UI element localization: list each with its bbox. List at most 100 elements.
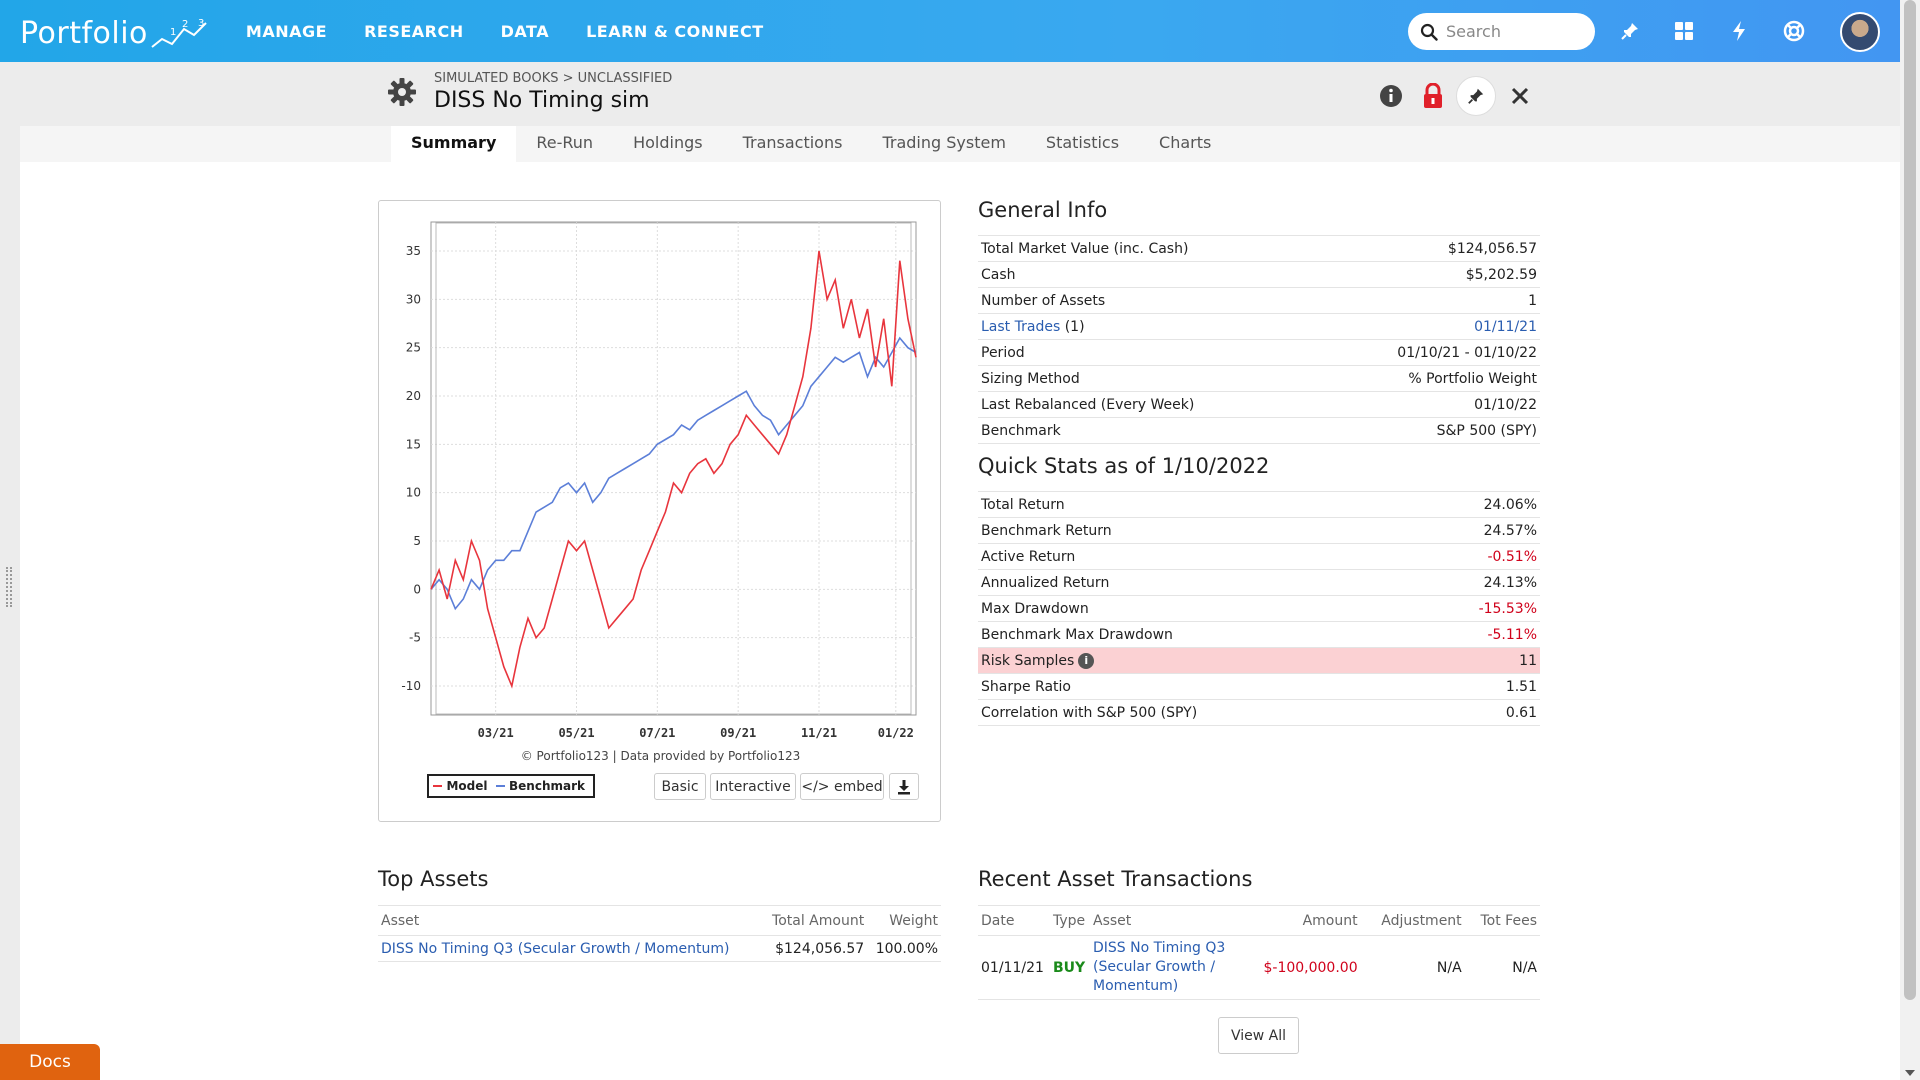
general-info-table: Total Market Value (inc. Cash) $124,056.5…	[978, 235, 1540, 444]
nav-manage[interactable]: MANAGE	[245, 21, 328, 41]
info-label: Cash	[978, 261, 1316, 288]
info-icon[interactable]	[1373, 78, 1409, 114]
performance-chart[interactable]: 35 30 25 20 15 10 5 0 -5 -10 03/21 05/21 07/21 09/21 1…	[379, 201, 942, 746]
general-info-title: General Info	[978, 198, 1108, 222]
user-avatar[interactable]	[1840, 12, 1880, 52]
risk-samples-label: Risk Samples	[981, 652, 1075, 669]
chart-download-button[interactable]	[889, 773, 919, 800]
gear-icon[interactable]	[387, 77, 417, 107]
lightning-icon[interactable]	[1725, 17, 1753, 45]
info-label: Period	[978, 339, 1316, 366]
support-lifebuoy-icon[interactable]	[1780, 17, 1808, 45]
svg-text:1: 1	[170, 27, 176, 38]
asset-amount: $124,056.57	[761, 935, 868, 962]
table-row: DISS No Timing Q3 (Secular Growth / Mome…	[378, 935, 941, 962]
col-asset: Asset	[378, 905, 762, 936]
col-tot-fees: Tot Fees	[1464, 905, 1540, 936]
page-title: DISS No Timing sim	[434, 88, 650, 113]
chart-basic-button[interactable]: Basic	[654, 773, 706, 800]
series-line-benchmark	[430, 336, 917, 611]
last-trades-link[interactable]: Last Trades	[981, 318, 1061, 335]
pin-page-icon[interactable]	[1456, 76, 1496, 116]
stat-label: Active Return	[978, 543, 1414, 570]
tab-bar: Summary Re-Run Holdings Transactions Tra…	[20, 126, 1900, 162]
info-value: 01/10/22	[1315, 391, 1540, 418]
legend-model-label: Model	[446, 779, 488, 793]
tab-summary[interactable]: Summary	[391, 126, 517, 162]
pin-icon[interactable]	[1616, 17, 1644, 45]
stat-label: Total Return	[978, 491, 1414, 518]
y-tick-label: 30	[406, 292, 421, 306]
info-value: $5,202.59	[1315, 261, 1540, 288]
asset-link[interactable]: DISS No Timing Q3 (Secular Growth / Mome…	[378, 935, 762, 962]
table-row: Benchmark S&P 500 (SPY)	[978, 417, 1540, 444]
close-icon[interactable]	[1502, 78, 1538, 114]
y-tick-label: 10	[406, 486, 421, 500]
x-tick-label: 11/21	[801, 726, 837, 740]
tx-amount: $-100,000.00	[1240, 935, 1361, 1000]
view-all-button[interactable]: View All	[1218, 1017, 1299, 1054]
table-row: Cash $5,202.59	[978, 261, 1540, 288]
stat-label: Risk Samples i	[978, 647, 1414, 674]
nav-data[interactable]: DATA	[500, 21, 550, 41]
chart-embed-button[interactable]: </> embed	[800, 773, 884, 800]
table-row: Sizing Method% Portfolio Weight	[978, 365, 1540, 392]
last-trades-date-link[interactable]: 01/11/21	[1315, 313, 1540, 340]
x-tick-label: 09/21	[720, 726, 756, 740]
docs-button[interactable]: Docs	[0, 1044, 100, 1080]
y-tick-label: 35	[406, 244, 421, 258]
table-row: Risk Samples i 11	[978, 647, 1540, 674]
risk-samples-info-icon[interactable]: i	[1078, 652, 1095, 669]
tab-transactions[interactable]: Transactions	[742, 133, 843, 152]
tab-trading-system[interactable]: Trading System	[882, 133, 1006, 152]
tx-asset-link[interactable]: DISS No Timing Q3 (Secular Growth / Moment…	[1090, 935, 1240, 1000]
side-panel-grip[interactable]	[6, 567, 12, 607]
nav-learn-connect[interactable]: LEARN & CONNECT	[586, 21, 764, 41]
tab-statistics[interactable]: Statistics	[1045, 133, 1120, 152]
search-input[interactable]	[1446, 22, 1586, 41]
top-assets-table: Asset Total Amount Weight DISS No Timing…	[378, 905, 941, 962]
scrollbar-thumb[interactable]	[1904, 0, 1916, 1000]
page-header: SIMULATED BOOKS > UNCLASSIFIED DISS No T…	[0, 62, 1900, 126]
performance-chart-panel: 35 30 25 20 15 10 5 0 -5 -10 03/21 05/21 07/21 09/21 1…	[378, 200, 941, 822]
col-total-amount: Total Amount	[761, 905, 868, 936]
table-row: Benchmark Max Drawdown -5.11%	[978, 621, 1540, 648]
table-row: Annualized Return 24.13%	[978, 569, 1540, 596]
table-row: Last Trades (1) 01/11/21	[978, 313, 1540, 340]
nav-research[interactable]: RESEARCH	[364, 21, 464, 41]
series-line-model	[430, 250, 917, 689]
col-date: Date	[978, 905, 1050, 936]
page-scrollbar[interactable]	[1900, 0, 1920, 1080]
info-value: 1	[1315, 287, 1540, 314]
table-row: Period 01/10/21 - 01/10/22	[978, 339, 1540, 366]
stat-label: Correlation with S&P 500 (SPY)	[978, 699, 1414, 726]
y-tick-label: 20	[406, 389, 421, 403]
tab-charts[interactable]: Charts	[1159, 133, 1212, 152]
table-row: Number of Assets 1	[978, 287, 1540, 314]
y-tick-label: -10	[401, 679, 421, 693]
table-row: 01/11/21 BUY DISS No Timing Q3 (Secular G…	[978, 935, 1540, 1000]
tab-rerun[interactable]: Re-Run	[536, 133, 594, 152]
info-label: Benchmark	[978, 417, 1316, 444]
portfolio123-logo[interactable]: Portfolio 1 2 3	[20, 11, 210, 51]
stat-value: -5.11%	[1413, 621, 1540, 648]
apps-grid-icon[interactable]	[1670, 17, 1698, 45]
table-row: Active Return -0.51%	[978, 543, 1540, 570]
scroll-down-arrow[interactable]	[1905, 1070, 1915, 1076]
legend-model-swatch	[433, 785, 443, 787]
info-label: Last Rebalanced (Every Week)	[978, 391, 1316, 418]
svg-text:2: 2	[182, 19, 188, 30]
y-tick-label: 5	[413, 534, 421, 548]
col-asset: Asset	[1090, 905, 1240, 936]
tx-fees: N/A	[1464, 935, 1540, 1000]
tx-type: BUY	[1050, 935, 1090, 1000]
info-label: Number of Assets	[978, 287, 1316, 314]
breadcrumb[interactable]: SIMULATED BOOKS > UNCLASSIFIED	[434, 71, 673, 86]
recent-transactions-table: Date Type Asset Amount Adjustment Tot Fe…	[978, 905, 1540, 1000]
lock-icon[interactable]	[1415, 78, 1451, 114]
table-row: Total Return 24.06%	[978, 491, 1540, 518]
search-icon	[1420, 23, 1438, 41]
search-box[interactable]	[1408, 13, 1595, 50]
chart-interactive-button[interactable]: Interactive	[710, 773, 796, 800]
tab-holdings[interactable]: Holdings	[633, 133, 703, 152]
